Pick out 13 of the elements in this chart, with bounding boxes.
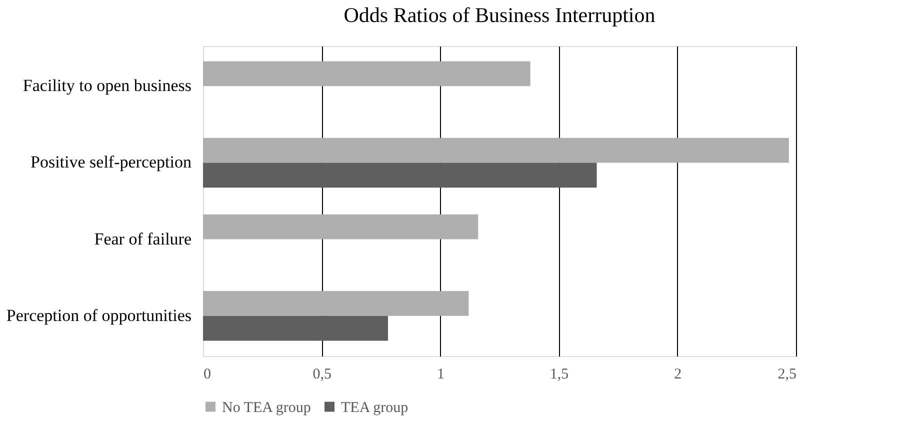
y-tick-label: Fear of failure — [94, 229, 192, 248]
x-tick-label: 0,5 — [312, 366, 332, 382]
y-tick-label: Facility to open business — [22, 76, 192, 96]
legend-label: No TEA group — [222, 400, 311, 416]
x-tick-label: 1,5 — [550, 366, 569, 382]
legend-label: TEA group — [341, 400, 408, 416]
x-tick-label: 2,5 — [778, 366, 796, 382]
y-tick-label: Perception of opportunities — [6, 306, 192, 325]
chart-title: Odds Ratios of Business Interruption — [344, 3, 656, 27]
x-tick-label: 1 — [436, 366, 444, 382]
x-tick-label: 0 — [204, 366, 211, 382]
y-tick-label: Positive self-perception — [30, 152, 192, 172]
x-tick-label: 2 — [674, 366, 682, 382]
